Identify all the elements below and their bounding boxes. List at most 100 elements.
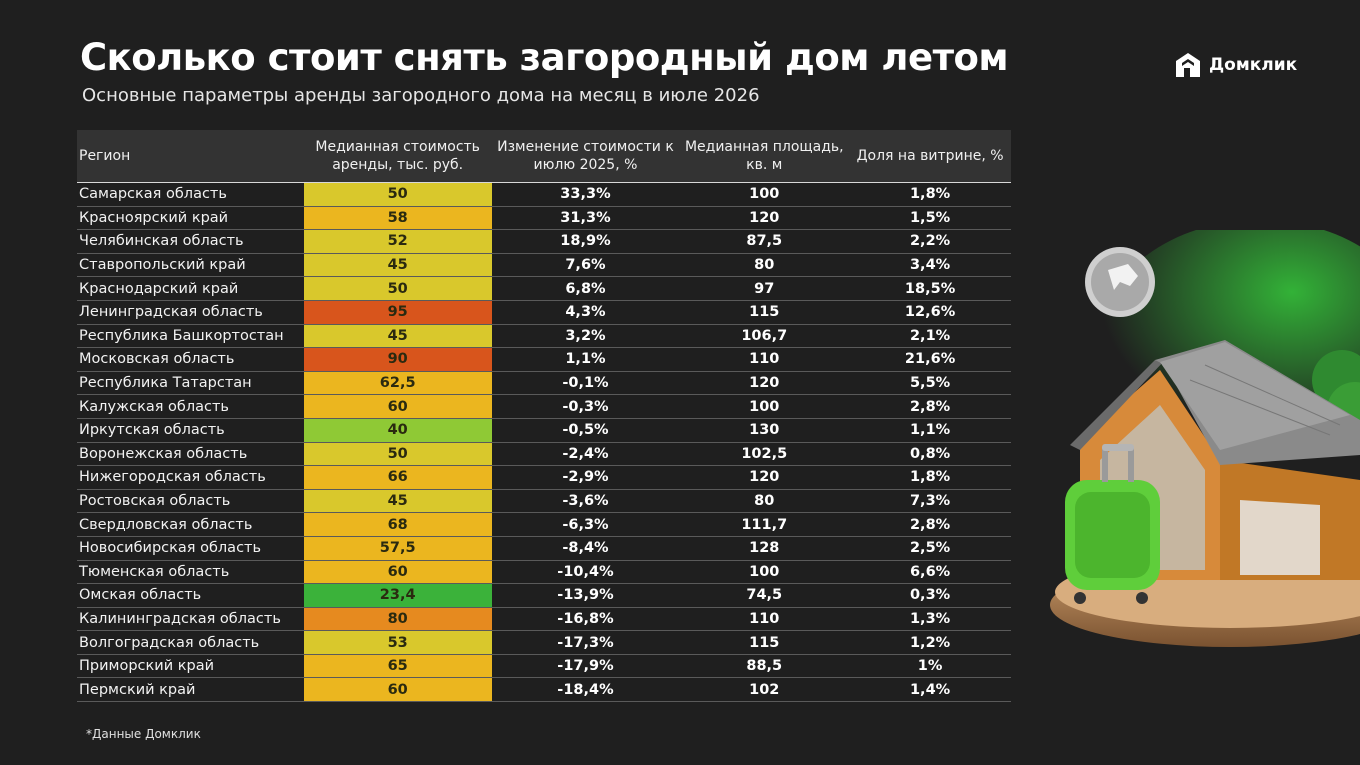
rent-cell: 45 bbox=[303, 324, 492, 348]
brand-logo: Домклик bbox=[1173, 50, 1297, 80]
region-cell: Красноярский край bbox=[79, 209, 229, 226]
table-row: Ленинградская область 95 4,3% 115 12,6% bbox=[77, 300, 1011, 325]
change-cell: -6,3% bbox=[562, 516, 609, 533]
area-cell: 102,5 bbox=[741, 445, 788, 462]
region-cell: Приморский край bbox=[79, 658, 215, 675]
table-row: Красноярский край 58 31,3% 120 1,5% bbox=[77, 206, 1011, 231]
change-cell: -8,4% bbox=[562, 540, 609, 557]
table-body: Самарская область 50 33,3% 100 1,8% Красноярс… bbox=[77, 183, 1011, 703]
rent-cell: 50 bbox=[303, 277, 492, 300]
house-logo-icon bbox=[1176, 53, 1200, 77]
rent-cell: 57,5 bbox=[303, 536, 492, 560]
table-row: Челябинская область 52 18,9% 87,5 2,2% bbox=[77, 230, 1011, 254]
change-cell: -17,3% bbox=[557, 634, 614, 651]
region-cell: Самарская область bbox=[79, 186, 227, 203]
change-cell: 6,8% bbox=[565, 280, 606, 297]
area-cell: 80 bbox=[754, 493, 775, 510]
region-cell: Краснодарский край bbox=[79, 280, 239, 297]
change-cell: -18,4% bbox=[557, 681, 614, 698]
rent-cell: 60 bbox=[303, 678, 492, 702]
share-cell: 18,5% bbox=[904, 280, 956, 297]
share-cell: 1,5% bbox=[909, 209, 951, 226]
share-cell: 2,5% bbox=[909, 540, 951, 557]
change-cell: -16,8% bbox=[557, 610, 614, 627]
rent-cell: 68 bbox=[303, 513, 492, 536]
table-row: Омская область 23,4 -13,9% 74,5 0,3% bbox=[77, 584, 1011, 608]
rent-cell: 50 bbox=[303, 442, 492, 466]
table-row: Новосибирская область 57,5 -8,4% 128 2,5% bbox=[77, 536, 1011, 561]
region-cell: Челябинская область bbox=[79, 233, 244, 250]
table-row: Калининградская область 80 -16,8% 110 1,3% bbox=[77, 607, 1011, 632]
area-cell: 110 bbox=[749, 351, 780, 368]
share-cell: 0,8% bbox=[909, 445, 951, 462]
change-cell: 33,3% bbox=[560, 186, 611, 203]
share-cell: 2,8% bbox=[909, 398, 951, 415]
table-row: Краснодарский край 50 6,8% 97 18,5% bbox=[77, 277, 1011, 301]
page-subtitle: Основные параметры аренды загородного до… bbox=[82, 85, 760, 106]
rent-cell: 66 bbox=[303, 466, 492, 489]
area-cell: 100 bbox=[749, 563, 780, 580]
rent-cell: 52 bbox=[303, 230, 492, 253]
rent-cell: 53 bbox=[303, 631, 492, 654]
column-header-region: Регион bbox=[79, 148, 131, 164]
change-cell: -0,1% bbox=[562, 375, 609, 392]
share-cell: 5,5% bbox=[909, 375, 951, 392]
share-cell: 21,6% bbox=[904, 351, 956, 368]
area-cell: 110 bbox=[749, 610, 780, 627]
table-row: Ставропольский край 45 7,6% 80 3,4% bbox=[77, 253, 1011, 278]
rent-cell: 23,4 bbox=[303, 584, 492, 607]
column-header-change: Изменение стоимости к июлю 2025, % bbox=[497, 139, 674, 173]
region-cell: Новосибирская область bbox=[79, 540, 262, 557]
table-row: Московская область 90 1,1% 110 21,6% bbox=[77, 348, 1011, 372]
table-row: Свердловская область 68 -6,3% 111,7 2,8% bbox=[77, 513, 1011, 537]
table-row: Республика Татарстан 62,5 -0,1% 120 5,5% bbox=[77, 371, 1011, 396]
area-cell: 80 bbox=[754, 257, 775, 274]
region-cell: Тюменская область bbox=[79, 563, 230, 580]
rent-cell: 45 bbox=[303, 489, 492, 513]
area-cell: 111,7 bbox=[741, 516, 788, 533]
rent-cell: 60 bbox=[303, 560, 492, 584]
share-cell: 7,3% bbox=[909, 493, 951, 510]
area-cell: 88,5 bbox=[746, 658, 783, 675]
share-cell: 1,2% bbox=[909, 634, 951, 651]
change-cell: 7,6% bbox=[565, 257, 606, 274]
area-cell: 74,5 bbox=[746, 587, 783, 604]
share-cell: 3,4% bbox=[909, 257, 951, 274]
region-cell: Республика Башкортостан bbox=[79, 327, 284, 344]
change-cell: -13,9% bbox=[557, 587, 614, 604]
rent-cell: 50 bbox=[303, 183, 492, 206]
area-cell: 120 bbox=[749, 469, 780, 486]
change-cell: 4,3% bbox=[565, 304, 606, 321]
share-cell: 2,2% bbox=[909, 233, 951, 250]
change-cell: -2,4% bbox=[562, 445, 609, 462]
rent-cell: 45 bbox=[303, 253, 492, 277]
area-cell: 87,5 bbox=[746, 233, 783, 250]
table-row: Тюменская область 60 -10,4% 100 6,6% bbox=[77, 560, 1011, 585]
area-cell: 102 bbox=[749, 681, 780, 698]
area-cell: 100 bbox=[749, 186, 780, 203]
change-cell: -0,5% bbox=[562, 422, 609, 439]
table-row: Самарская область 50 33,3% 100 1,8% bbox=[77, 183, 1011, 207]
table-row: Волгоградская область 53 -17,3% 115 1,2% bbox=[77, 631, 1011, 655]
rent-cell: 80 bbox=[303, 607, 492, 631]
area-cell: 130 bbox=[749, 422, 780, 439]
share-cell: 1,3% bbox=[909, 610, 951, 627]
region-cell: Нижегородская область bbox=[79, 469, 266, 486]
share-cell: 6,6% bbox=[909, 563, 951, 580]
rent-cell: 40 bbox=[303, 418, 492, 442]
change-cell: -3,6% bbox=[562, 493, 609, 510]
table-header: Регион Медианная стоимость аренды, тыс. … bbox=[77, 130, 1011, 183]
share-cell: 2,8% bbox=[909, 516, 951, 533]
change-cell: 3,2% bbox=[565, 327, 606, 344]
area-cell: 100 bbox=[749, 398, 780, 415]
table-row: Иркутская область 40 -0,5% 130 1,1% bbox=[77, 418, 1011, 443]
area-cell: 120 bbox=[749, 209, 780, 226]
region-cell: Свердловская область bbox=[79, 516, 253, 533]
table-row: Приморский край 65 -17,9% 88,5 1% bbox=[77, 654, 1011, 679]
table-row: Нижегородская область 66 -2,9% 120 1,8% bbox=[77, 466, 1011, 490]
page-title: Сколько стоит снять загородный дом летом bbox=[80, 36, 1009, 79]
rent-cell: 62,5 bbox=[303, 371, 492, 395]
change-cell: -2,9% bbox=[562, 469, 609, 486]
region-cell: Ленинградская область bbox=[79, 304, 263, 321]
rent-cell: 65 bbox=[303, 654, 492, 678]
